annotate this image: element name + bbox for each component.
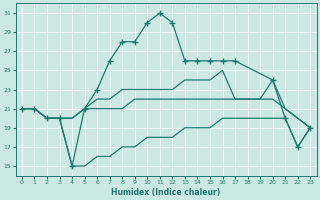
- X-axis label: Humidex (Indice chaleur): Humidex (Indice chaleur): [111, 188, 221, 197]
